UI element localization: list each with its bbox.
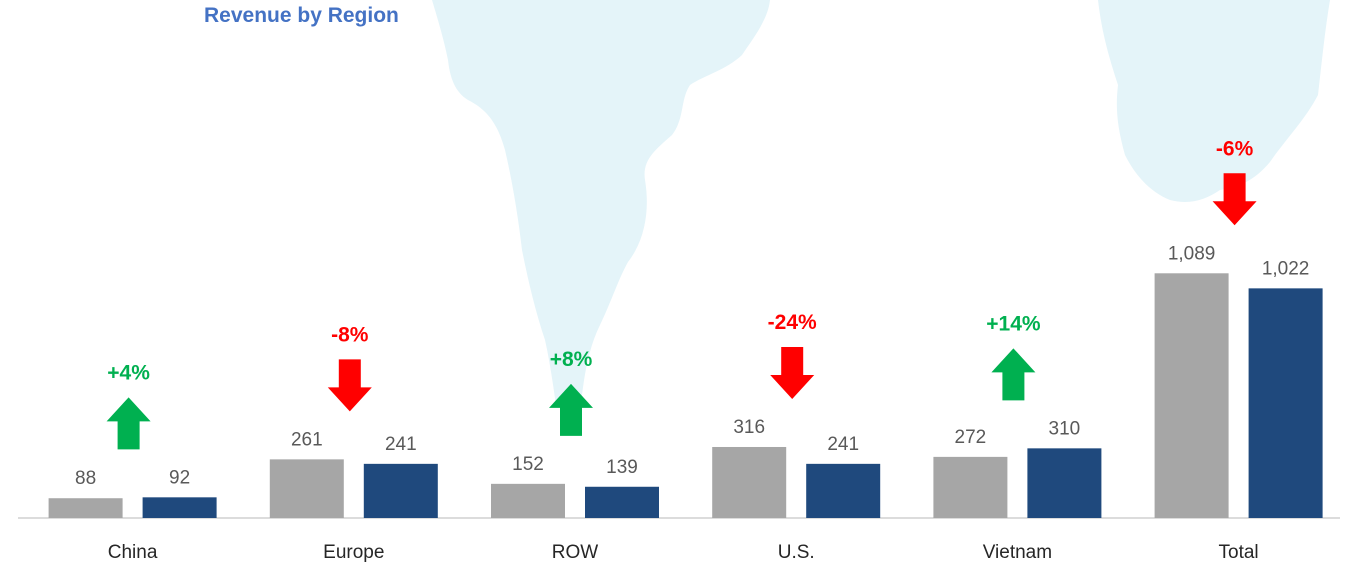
arrow-down-icon [327, 359, 372, 412]
bar-current-total [1248, 288, 1323, 518]
bar-prior-china [48, 498, 123, 518]
change-label: -8% [331, 323, 369, 346]
value-label: 92 [169, 467, 190, 488]
value-label: 316 [733, 417, 765, 438]
chart-title: Revenue by Region [204, 4, 399, 27]
category-labels-group: China Europe ROW U.S. Vietnam Total [108, 542, 1259, 563]
change-label: -6% [1216, 137, 1254, 160]
change-label: +4% [107, 361, 150, 384]
value-label: 88 [75, 468, 96, 489]
category-label: Vietnam [983, 542, 1052, 563]
arrow-down-icon [1212, 173, 1257, 226]
change-arrows-group: +4% -8% +8% -24% +14% -6% [106, 137, 1257, 450]
value-label: 241 [827, 434, 859, 455]
value-label: 152 [512, 454, 544, 475]
arrow-down-icon [770, 346, 815, 399]
value-label: 272 [955, 427, 987, 448]
bar-current-europe [363, 463, 438, 518]
value-label: 1,089 [1168, 243, 1216, 264]
value-label: 310 [1049, 418, 1081, 439]
category-label: Total [1219, 542, 1259, 563]
arrow-up-icon [106, 397, 151, 450]
change-label: +8% [550, 348, 593, 371]
world-map-background [432, 0, 1330, 407]
value-label: 1,022 [1262, 258, 1310, 279]
change-label: +14% [986, 312, 1041, 335]
category-label: U.S. [778, 542, 815, 563]
bar-prior-europe [269, 459, 344, 518]
category-label: China [108, 542, 158, 563]
value-label: 139 [606, 457, 638, 478]
value-labels-group: 88 92 261 241 152 139 316 241 272 310 1,089 1,022 [75, 243, 1309, 489]
bar-prior-vietnam [933, 456, 1008, 518]
category-label: ROW [552, 542, 599, 563]
category-label: Europe [323, 542, 384, 563]
bar-prior-us [712, 446, 787, 518]
bars-group [48, 273, 1323, 518]
arrow-up-icon [549, 383, 593, 436]
south-america-shape [432, 0, 770, 407]
bar-prior-row [491, 483, 565, 518]
africa-shape [1098, 0, 1330, 202]
bar-current-row [585, 486, 659, 518]
value-label: 261 [291, 429, 323, 450]
arrow-up-icon [991, 348, 1036, 401]
bar-current-vietnam [1027, 448, 1102, 518]
bar-prior-total [1154, 273, 1229, 518]
value-label: 241 [385, 434, 417, 455]
change-label: -24% [768, 311, 817, 334]
bar-current-china [142, 497, 217, 518]
bar-current-us [806, 463, 881, 518]
